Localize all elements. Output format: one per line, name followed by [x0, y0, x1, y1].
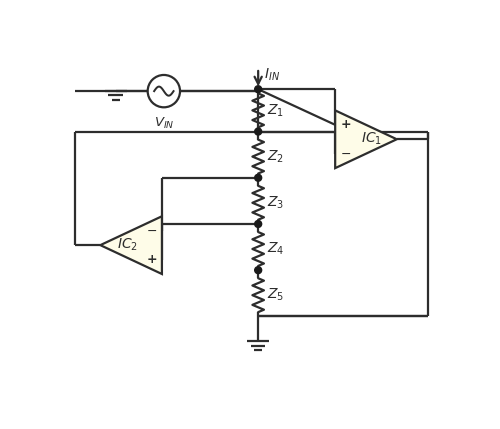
Text: IC$_1$: IC$_1$ — [361, 131, 382, 148]
Circle shape — [254, 174, 262, 181]
Text: I$_{IN}$: I$_{IN}$ — [264, 66, 280, 82]
Circle shape — [254, 221, 262, 227]
Polygon shape — [335, 110, 397, 168]
Circle shape — [254, 267, 262, 274]
Circle shape — [254, 128, 262, 135]
Text: $-$: $-$ — [146, 224, 157, 237]
Polygon shape — [100, 216, 162, 274]
Text: Z$_1$: Z$_1$ — [266, 102, 284, 118]
Text: Z$_5$: Z$_5$ — [266, 287, 284, 303]
Text: IC$_2$: IC$_2$ — [116, 237, 138, 254]
Circle shape — [254, 86, 262, 93]
Text: Z$_3$: Z$_3$ — [266, 195, 284, 211]
Text: V$_{IN}$: V$_{IN}$ — [154, 116, 174, 131]
Text: Z$_4$: Z$_4$ — [266, 241, 284, 257]
Circle shape — [148, 75, 180, 107]
Text: +: + — [146, 253, 157, 266]
Text: +: + — [340, 118, 351, 131]
Text: $-$: $-$ — [340, 147, 351, 160]
Text: Z$_2$: Z$_2$ — [266, 148, 284, 165]
